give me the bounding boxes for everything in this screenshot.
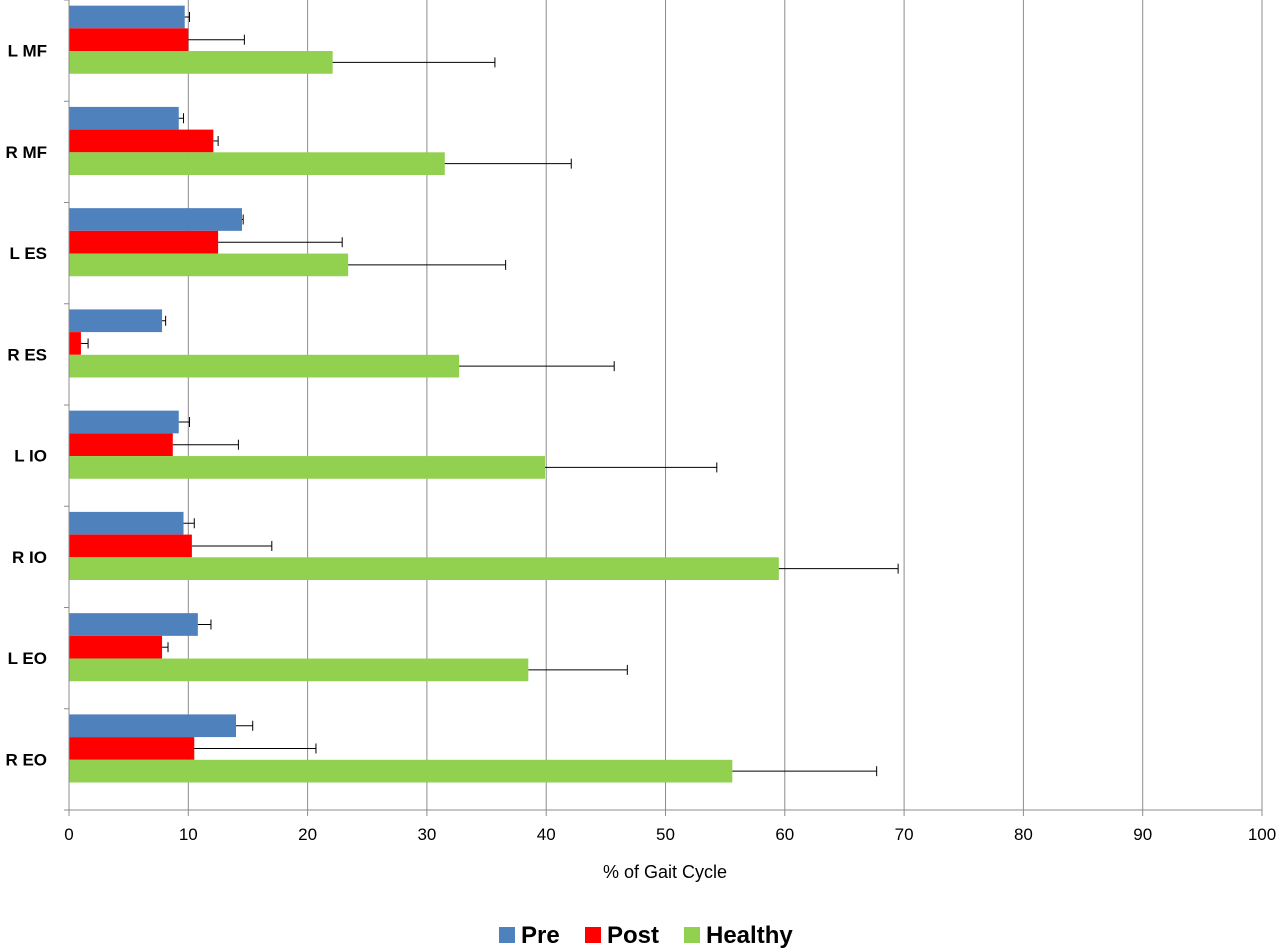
x-tick-label: 60 [775,825,794,844]
bar-healthy [69,152,445,175]
bar-healthy [69,759,733,783]
category-label: R MF [5,143,47,162]
error-bar-post [213,135,219,146]
bar-pre [69,309,163,333]
x-tick-label: 0 [64,825,73,844]
error-bar-pre [162,315,167,326]
error-bar-post [194,743,317,754]
category-label: L MF [8,42,47,61]
error-bar-post [172,439,239,450]
error-bar-healthy [459,361,615,372]
bar-pre [69,208,242,231]
x-axis-title: % of Gait Cycle [603,862,727,882]
bar-pre [69,511,184,535]
error-bar-pre [178,113,185,124]
bar-healthy [69,557,779,580]
error-bar-pre [184,12,190,22]
error-bar-post [80,338,89,349]
error-bar-post [218,237,343,248]
error-bar-post [162,642,169,653]
gridlines [187,0,1263,810]
bars [69,5,779,783]
bar-pre [69,613,198,636]
bar-healthy [69,658,529,682]
bar-post [69,635,163,659]
bar-pre [69,410,179,434]
error-bar-pre [197,619,212,630]
x-tick-label: 50 [656,825,675,844]
bar-healthy [69,456,546,479]
bar-post [69,433,173,457]
bar-pre [69,714,237,738]
category-label: L ES [10,244,47,263]
error-bar-healthy [348,259,507,270]
legend-item-healthy: Healthy [684,922,793,949]
error-bar-healthy [545,462,718,473]
bar-post [69,534,192,558]
legend-swatch [684,927,700,943]
legend-label: Healthy [706,922,793,949]
error-bar-pre [178,417,190,427]
bar-post [69,230,219,254]
bar-healthy [69,354,460,378]
error-bar-healthy [528,664,628,675]
x-tick-label: 100 [1248,825,1276,844]
legend: Pre Post Healthy [499,922,793,949]
error-bar-pre [241,214,244,225]
category-label: R IO [12,548,47,567]
bar-healthy [69,253,349,277]
bar-post [69,332,81,355]
error-bar-healthy [444,158,572,169]
legend-swatch [499,927,515,943]
bar-pre [69,106,179,130]
x-tick-label: 80 [1014,825,1033,844]
error-bar-healthy [732,766,878,777]
legend-item-pre: Pre [499,922,560,949]
legend-label: Pre [521,922,560,949]
error-bars [80,12,899,777]
bar-post [69,129,214,153]
x-tick-label: 20 [298,825,317,844]
category-label: R EO [5,750,47,769]
bar-healthy [69,51,333,74]
x-tick-labels: 0 10 20 30 40 50 60 70 80 90 100 [64,825,1276,844]
error-bar-healthy [778,563,899,574]
axes [64,0,1263,816]
x-tick-label: 40 [537,825,556,844]
category-labels: L MF R MF L ES R ES L IO R IO L EO R EO [5,42,47,770]
error-bar-healthy [332,57,496,68]
x-tick-label: 70 [895,825,914,844]
legend-item-post: Post [585,922,659,949]
category-label: R ES [7,345,47,364]
legend-swatch [585,927,601,943]
x-tick-label: 10 [179,825,198,844]
error-bar-post [191,540,273,551]
error-bar-pre [236,720,254,731]
category-label: L IO [14,447,47,466]
bar-post [69,28,189,52]
error-bar-pre [183,518,195,529]
bar-post [69,737,195,760]
category-label: L EO [8,649,47,668]
error-bar-post [188,34,245,45]
bar-pre [69,5,185,29]
legend-label: Post [607,922,659,949]
x-tick-label: 90 [1133,825,1152,844]
x-tick-label: 30 [417,825,436,844]
